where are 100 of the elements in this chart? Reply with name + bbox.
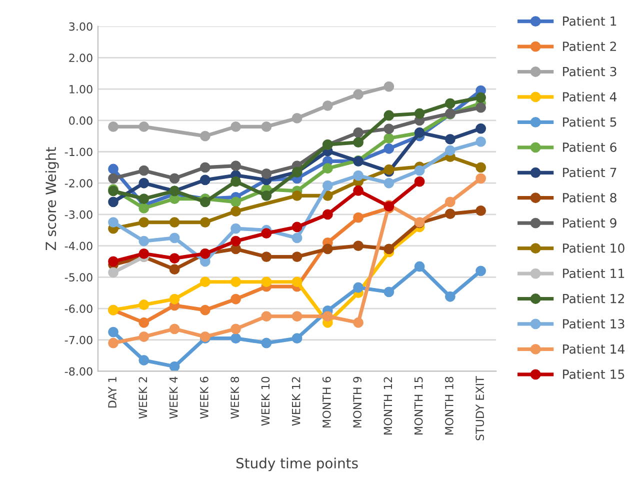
y-tick-label: 3.00 <box>69 22 92 31</box>
point <box>200 196 210 208</box>
point <box>353 89 364 100</box>
point <box>292 113 302 124</box>
legend-label: Patient 3 <box>563 66 616 76</box>
point <box>322 163 333 174</box>
point <box>138 165 150 176</box>
point <box>230 196 241 208</box>
point <box>292 190 302 201</box>
point <box>108 217 118 228</box>
point <box>230 176 241 187</box>
point <box>169 264 180 275</box>
point <box>353 170 364 181</box>
point <box>108 196 118 208</box>
point <box>353 212 364 223</box>
legend-label: Patient 14 <box>563 344 625 354</box>
point <box>108 326 118 338</box>
y-tick-label: -8.00 <box>64 367 92 376</box>
point <box>138 300 150 310</box>
point <box>138 217 150 228</box>
point <box>444 134 456 144</box>
point <box>444 208 456 220</box>
y-tick-label: 0.00 <box>69 116 92 125</box>
point <box>292 276 302 288</box>
point <box>353 185 364 196</box>
point <box>384 110 394 121</box>
point <box>230 276 241 288</box>
x-tick-label: MONTH 18 <box>445 376 454 434</box>
point <box>476 102 486 113</box>
point <box>230 333 241 344</box>
point <box>108 338 118 348</box>
point <box>384 124 394 134</box>
point <box>261 252 272 262</box>
point <box>476 173 486 184</box>
point <box>261 338 272 348</box>
legend-label: Patient 8 <box>563 192 616 202</box>
legend-label: Patient 7 <box>563 168 616 178</box>
point <box>384 178 394 188</box>
point <box>353 282 364 293</box>
point <box>230 206 241 217</box>
point <box>353 317 364 328</box>
point <box>444 291 456 302</box>
point <box>169 232 180 244</box>
legend-label: Patient 1 <box>563 16 616 26</box>
y-tick-label: -4.00 <box>64 242 92 250</box>
legend-label: Patient 11 <box>563 268 624 278</box>
x-axis-title: Study time points <box>236 458 358 472</box>
legend-label: Patient 2 <box>563 41 616 52</box>
legend-label: Patient 13 <box>563 318 624 329</box>
point <box>476 205 486 216</box>
point <box>261 228 272 238</box>
point <box>169 217 180 228</box>
point <box>108 173 118 184</box>
point <box>169 173 180 184</box>
point <box>108 256 118 267</box>
point <box>230 223 241 234</box>
point <box>200 276 210 288</box>
point <box>200 174 210 186</box>
point <box>322 209 333 220</box>
point <box>261 190 272 201</box>
point <box>138 355 150 366</box>
point <box>476 162 486 173</box>
point <box>261 276 272 288</box>
y-axis-title: Z score Weight <box>45 147 59 250</box>
point <box>444 98 456 109</box>
point <box>414 165 425 176</box>
point <box>261 311 272 322</box>
point <box>476 136 486 147</box>
y-tick-label: -7.00 <box>64 336 92 344</box>
x-tick-label: WEEK 12 <box>292 377 300 426</box>
x-tick-label: MONTH 6 <box>322 376 331 428</box>
point <box>200 162 210 173</box>
point <box>292 222 302 232</box>
x-tick-label: WEEK 6 <box>200 376 208 419</box>
point <box>138 248 150 259</box>
x-tick-label: WEEK 10 <box>261 376 270 426</box>
legend-label: Patient 12 <box>563 294 624 304</box>
point <box>476 123 486 134</box>
point <box>353 127 364 138</box>
legend-label: Patient 15 <box>563 369 624 379</box>
point <box>414 176 425 187</box>
point <box>353 137 364 148</box>
point <box>261 168 272 179</box>
point <box>200 304 210 316</box>
legend-label: Patient 5 <box>563 117 616 127</box>
point <box>414 108 425 119</box>
point <box>230 121 241 132</box>
point <box>292 252 302 262</box>
y-tick-label: -3.00 <box>64 210 92 219</box>
x-tick-label: WEEK 2 <box>138 377 147 419</box>
point <box>384 244 394 254</box>
y-tick-label: 2.00 <box>69 54 92 62</box>
y-tick-label: 1.00 <box>70 85 92 94</box>
point <box>169 324 180 334</box>
point <box>261 121 272 132</box>
point <box>138 317 150 328</box>
point <box>138 236 150 246</box>
point <box>169 294 180 304</box>
point <box>444 145 456 156</box>
point <box>414 261 425 272</box>
